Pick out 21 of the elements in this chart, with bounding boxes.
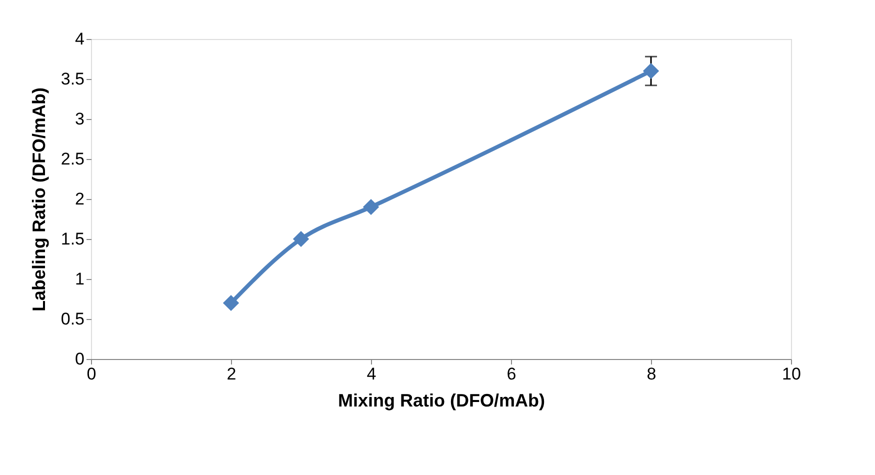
point [222,294,240,312]
x-tick-label: 8 [646,364,656,384]
y-tick-label: 2 [75,190,84,208]
x-tick-label: 4 [366,364,376,384]
y-tick-label: 3.5 [60,70,84,88]
y-axis-title: Labeling Ratio (DFO/mAb) [28,88,49,312]
point [642,62,660,80]
x-tick-label: 6 [506,364,516,384]
y-tick-label: 3 [75,110,84,128]
point [292,230,310,248]
y-tick-label: 2.5 [60,150,84,168]
y-tick-label: 0.5 [60,310,84,328]
y-tick-label: 1.5 [60,230,84,248]
y-tick-label: 4 [75,30,84,48]
point [362,198,380,216]
y-tick-label: 1 [75,270,84,288]
x-tick-label: 2 [226,364,236,384]
y-tick-label: 0 [75,350,84,368]
x-tick-label: 0 [86,364,96,384]
x-tick-label: 10 [782,364,801,384]
x-axis-title: Mixing Ratio (DFO/mAb) [338,390,545,410]
